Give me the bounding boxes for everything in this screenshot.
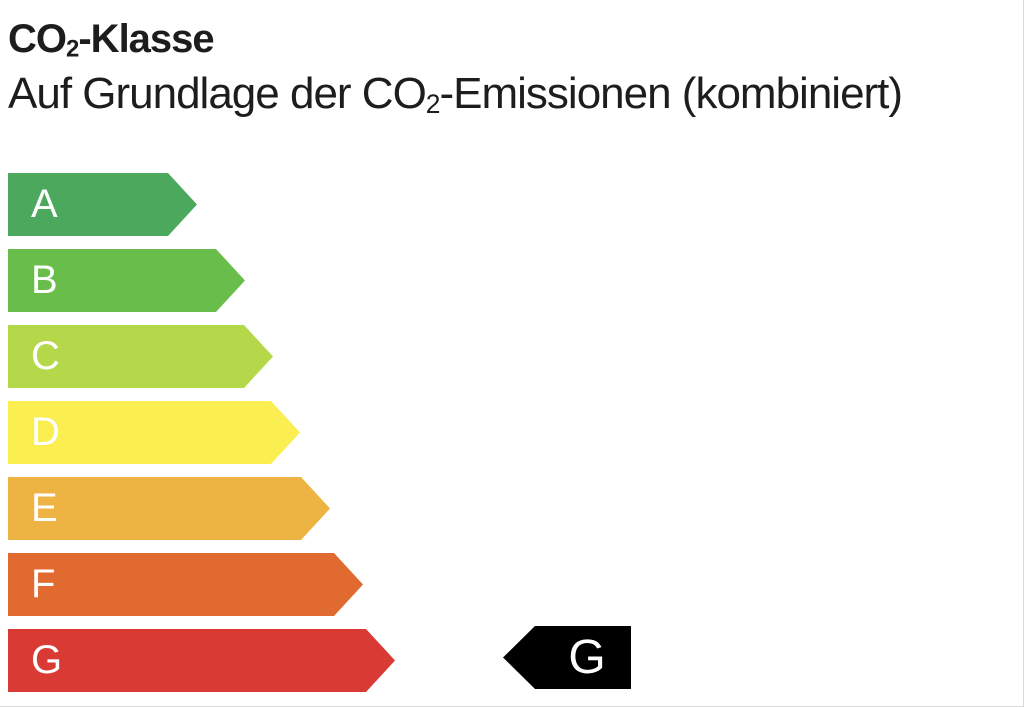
co2-class-arrow-g: G	[8, 629, 395, 692]
co2-class-letter-g: G	[31, 638, 63, 682]
co2-class-row-a: A	[8, 173, 395, 236]
co2-class-row-c: C	[8, 325, 395, 388]
selected-class-indicator: G	[503, 626, 631, 689]
co2-class-letter-d: D	[31, 410, 60, 454]
co2-class-scale: A B C D E F	[8, 173, 631, 692]
co2-class-row-b: B	[8, 249, 395, 312]
selected-class-letter: G	[568, 631, 606, 684]
page-title: CO2-Klasse	[8, 16, 902, 62]
header: CO2-Klasse Auf Grundlage der CO2-Emissio…	[8, 16, 903, 121]
co2-class-row-g: G G	[8, 626, 631, 692]
co2-class-row-e: E	[8, 477, 395, 540]
co2-class-letter-e: E	[31, 486, 58, 530]
co2-class-arrow-d: D	[8, 401, 300, 464]
co2-class-arrow-e: E	[8, 477, 330, 540]
co2-class-arrow-b: B	[8, 249, 245, 312]
co2-class-letter-b: B	[31, 258, 58, 302]
co2-class-row-f: F	[8, 553, 395, 616]
subtitle-text-suffix: -Emissionen (kombiniert)	[439, 69, 903, 118]
co2-class-letter-c: C	[31, 334, 60, 378]
subtitle-text: Auf Grundlage der CO	[8, 69, 427, 118]
co2-class-letter-f: F	[31, 562, 56, 606]
page-subtitle: Auf Grundlage der CO2-Emissionen (kombin…	[8, 68, 903, 121]
title-text: CO	[8, 17, 67, 61]
co2-class-arrow-f: F	[8, 553, 363, 616]
co2-class-letter-a: A	[31, 182, 58, 226]
title-text-suffix: -Klasse	[78, 17, 214, 61]
subtitle-subscript: 2	[425, 88, 441, 119]
co2-class-arrow-c: C	[8, 325, 273, 388]
co2-class-row-d: D	[8, 401, 395, 464]
co2-class-arrow-a: A	[8, 173, 197, 236]
title-subscript: 2	[66, 35, 79, 63]
